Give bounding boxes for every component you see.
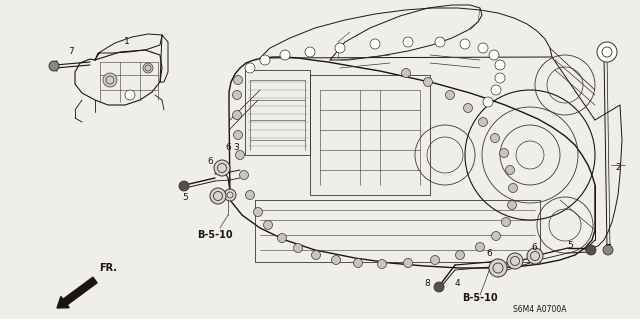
Text: B-5-10: B-5-10 xyxy=(462,293,498,303)
Circle shape xyxy=(597,42,617,62)
Circle shape xyxy=(435,37,445,47)
Circle shape xyxy=(214,160,230,176)
Circle shape xyxy=(489,259,507,277)
Circle shape xyxy=(280,50,290,60)
Circle shape xyxy=(507,253,523,269)
Circle shape xyxy=(232,91,241,100)
Circle shape xyxy=(424,78,433,86)
Circle shape xyxy=(456,250,465,259)
Text: B-5-10: B-5-10 xyxy=(197,230,233,240)
Circle shape xyxy=(239,170,248,180)
Circle shape xyxy=(335,43,345,53)
Circle shape xyxy=(491,85,501,95)
Circle shape xyxy=(586,245,596,255)
Circle shape xyxy=(253,207,262,217)
Circle shape xyxy=(260,55,270,65)
Circle shape xyxy=(246,190,255,199)
Text: 4: 4 xyxy=(454,279,460,288)
Circle shape xyxy=(502,218,511,226)
Text: S6M4 A0700A: S6M4 A0700A xyxy=(513,306,567,315)
Text: 6: 6 xyxy=(225,144,231,152)
Circle shape xyxy=(278,234,287,242)
Text: 5: 5 xyxy=(182,194,188,203)
Circle shape xyxy=(236,151,244,160)
Circle shape xyxy=(103,73,117,87)
Circle shape xyxy=(378,259,387,269)
Circle shape xyxy=(294,243,303,253)
Circle shape xyxy=(232,110,241,120)
Circle shape xyxy=(479,117,488,127)
Circle shape xyxy=(49,61,59,71)
Circle shape xyxy=(527,248,543,264)
Circle shape xyxy=(403,258,413,268)
Circle shape xyxy=(403,37,413,47)
Circle shape xyxy=(370,39,380,49)
Text: FR.: FR. xyxy=(99,263,117,273)
Circle shape xyxy=(463,103,472,113)
Circle shape xyxy=(499,149,509,158)
Circle shape xyxy=(476,242,484,251)
Circle shape xyxy=(483,97,493,107)
Circle shape xyxy=(490,133,499,143)
Circle shape xyxy=(245,63,255,73)
Circle shape xyxy=(495,73,505,83)
Text: 6: 6 xyxy=(207,158,213,167)
Circle shape xyxy=(353,258,362,268)
Circle shape xyxy=(210,188,226,204)
Circle shape xyxy=(478,43,488,53)
Circle shape xyxy=(264,220,273,229)
Circle shape xyxy=(489,50,499,60)
Circle shape xyxy=(445,91,454,100)
Circle shape xyxy=(508,201,516,210)
Text: 5: 5 xyxy=(567,241,573,250)
Text: 6: 6 xyxy=(486,249,492,257)
Circle shape xyxy=(431,256,440,264)
Text: 1: 1 xyxy=(124,38,130,47)
Circle shape xyxy=(305,47,315,57)
Circle shape xyxy=(224,189,236,201)
Circle shape xyxy=(602,47,612,57)
Circle shape xyxy=(125,90,135,100)
Text: 6: 6 xyxy=(531,243,537,253)
Circle shape xyxy=(312,250,321,259)
Circle shape xyxy=(603,245,613,255)
Text: 2: 2 xyxy=(615,164,621,173)
Circle shape xyxy=(506,166,515,174)
Circle shape xyxy=(460,39,470,49)
Text: 7: 7 xyxy=(68,48,74,56)
Circle shape xyxy=(495,60,505,70)
Circle shape xyxy=(434,282,444,292)
FancyArrow shape xyxy=(57,277,97,308)
Circle shape xyxy=(234,76,243,85)
Circle shape xyxy=(179,181,189,191)
Circle shape xyxy=(332,256,340,264)
Circle shape xyxy=(143,63,153,73)
Circle shape xyxy=(509,183,518,192)
Circle shape xyxy=(401,69,410,78)
Text: 8: 8 xyxy=(424,279,430,288)
Circle shape xyxy=(492,232,500,241)
Circle shape xyxy=(234,130,243,139)
Text: 3: 3 xyxy=(233,144,239,152)
